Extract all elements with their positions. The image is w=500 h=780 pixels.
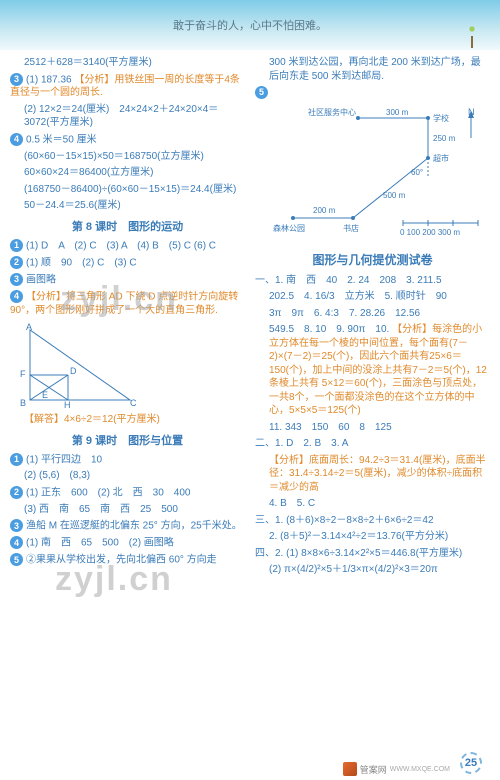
qnum-4: 4 bbox=[10, 133, 23, 146]
text-line: 三、1. (8＋6)×8÷2－8×8÷2＋6×6÷2＝42 bbox=[255, 514, 490, 528]
svg-text:C: C bbox=[130, 398, 137, 408]
text-line: 549.5 8. 10 9. 90π 10. 【分析】每涂色的小立方体在每一个棱… bbox=[255, 323, 490, 418]
qnum-3c: 3 bbox=[10, 519, 23, 532]
text-line: 5②果果从学校出发，先向北偏西 60° 方向走 bbox=[10, 553, 245, 567]
left-column: 2512＋628＝3140(平方厘米) 3(1) 187.36 【分析】用铁丝围… bbox=[10, 56, 245, 580]
text-line: (3) 西 南 65 南 西 25 500 bbox=[10, 503, 245, 517]
svg-text:200 m: 200 m bbox=[313, 206, 336, 215]
text-line: 11. 343 150 60 8 125 bbox=[255, 421, 490, 435]
svg-text:B: B bbox=[20, 398, 26, 408]
text-line: 2(1) 正东 600 (2) 北 西 30 400 bbox=[10, 486, 245, 500]
solve-line: 【解答】4×6÷2＝12(平方厘米) bbox=[10, 413, 245, 427]
svg-text:F: F bbox=[20, 369, 26, 379]
text-line: 202.5 4. 16/3 立方米 5. 顺时针 90 bbox=[255, 290, 490, 304]
text-line: 一、1. 南 西 40 2. 24 208 3. 211.5 bbox=[255, 274, 490, 288]
section-title-9: 第 9 课时 图形与位置 bbox=[10, 432, 245, 448]
qnum-5r: 5 bbox=[255, 86, 268, 99]
text-line: 5 bbox=[255, 86, 490, 100]
analysis: 【分析】将三角形 AD 下绕 D 点逆时针方向旋转 90°，两个图形刚好拼成了一… bbox=[10, 291, 238, 316]
page-number: 25 bbox=[460, 752, 482, 774]
svg-text:0 100 200 300 m: 0 100 200 300 m bbox=[400, 228, 460, 237]
triangle-diagram: A F B H E D C bbox=[20, 320, 245, 410]
svg-text:D: D bbox=[70, 366, 77, 376]
analysis: 【分析】每涂色的小立方体在每一个棱的中间位置，每个面有(7－2)×(7－2)＝2… bbox=[269, 324, 487, 416]
text-line: 300 米到达公园，再向北走 200 米到达广场，最后向东走 500 米到达邮局… bbox=[255, 56, 490, 83]
text-line: 4. B 5. C bbox=[255, 497, 490, 511]
svg-text:A: A bbox=[26, 322, 32, 332]
footer-brand: 管案网 WWW.MXQE.COM bbox=[343, 762, 450, 776]
page-body: 2512＋628＝3140(平方厘米) 3(1) 187.36 【分析】用铁丝围… bbox=[0, 50, 500, 584]
svg-text:300 m: 300 m bbox=[386, 108, 409, 117]
text-line: 1(1) 平行四边 10 bbox=[10, 453, 245, 467]
text-line: 四、2. (1) 8×8×6÷3.14×2²×5＝446.8(平方厘米) bbox=[255, 547, 490, 561]
svg-text:社区服务中心: 社区服务中心 bbox=[308, 107, 356, 117]
svg-text:H: H bbox=[64, 400, 71, 410]
qnum-5c: 5 bbox=[10, 553, 23, 566]
map-diagram: 社区服务中心 300 m 学校 N 250 m 超市 60° 500 m 200… bbox=[265, 103, 490, 243]
text-line: 40.5 米＝50 厘米 bbox=[10, 133, 245, 147]
text-line: (60×60－15×15)×50＝168750(立方厘米) bbox=[10, 150, 245, 164]
text-line: 1(1) D A (2) C (3) A (4) B (5) C (6) C bbox=[10, 239, 245, 253]
analysis-line: 【分析】底面周长：94.2÷3＝31.4(厘米)，底面半径：31.4÷3.14÷… bbox=[255, 454, 490, 495]
text-line: 50－24.4＝25.6(厘米) bbox=[10, 199, 245, 213]
section-title-test: 图形与几何提优测试卷 bbox=[255, 251, 490, 268]
qnum-2: 2 bbox=[10, 256, 23, 269]
svg-text:书店: 书店 bbox=[343, 223, 359, 233]
text-line: 4(1) 南 西 65 500 (2) 画图略 bbox=[10, 536, 245, 550]
text-line: 2. (8＋5)²－3.14×4²÷2＝13.76(平方分米) bbox=[255, 530, 490, 544]
text-line: 4【分析】将三角形 AD 下绕 D 点逆时针方向旋转 90°，两个图形刚好拼成了… bbox=[10, 290, 245, 317]
brand-logo-icon bbox=[343, 762, 357, 776]
text-line: 3渔船 M 在巡逻艇的北偏东 25° 方向，25千米处。 bbox=[10, 519, 245, 533]
text-line: 60×60×24＝86400(立方厘米) bbox=[10, 166, 245, 180]
qnum-1: 1 bbox=[10, 239, 23, 252]
qnum-3: 3 bbox=[10, 73, 23, 86]
section-title-8: 第 8 课时 图形的运动 bbox=[10, 218, 245, 234]
header-band: 敢于奋斗的人，心中不怕困难。 bbox=[0, 0, 500, 50]
text-line: (168750－86400)÷(60×60－15×15)＝24.4(厘米) bbox=[10, 183, 245, 197]
text-line: 3(1) 187.36 【分析】用铁丝围一周的长度等于4条直径与一个圆的周长. bbox=[10, 73, 245, 100]
text-line: (2) 12×2＝24(厘米) 24×24×2＋24×20×4＝3072(平方厘… bbox=[10, 103, 245, 130]
page-number-ring bbox=[460, 752, 482, 774]
right-column: 300 米到达公园，再向北走 200 米到达广场，最后向东走 500 米到达邮局… bbox=[255, 56, 490, 580]
text-line: 3π 9π 6. 4:3 7. 28.26 12.56 bbox=[255, 307, 490, 321]
qnum-1c: 1 bbox=[10, 453, 23, 466]
text-line: 2(1) 顺 90 (2) C (3) C bbox=[10, 256, 245, 270]
text-line: (2) π×(4/2)²×5＋1/3×π×(4/2)²×3＝20π bbox=[255, 563, 490, 577]
text-line: 3画图略 bbox=[10, 273, 245, 287]
qnum-3b: 3 bbox=[10, 273, 23, 286]
svg-text:森林公园: 森林公园 bbox=[273, 223, 305, 233]
header-motto: 敢于奋斗的人，心中不怕困难。 bbox=[173, 17, 327, 33]
svg-text:超市: 超市 bbox=[433, 153, 449, 163]
qnum-4b: 4 bbox=[10, 290, 23, 303]
brand-text-1: 管案网 bbox=[360, 763, 387, 776]
brand-text-2: WWW.MXQE.COM bbox=[390, 766, 450, 773]
svg-text:500 m: 500 m bbox=[383, 191, 406, 200]
text-line: 二、1. D 2. B 3. A bbox=[255, 437, 490, 451]
text-line: 2512＋628＝3140(平方厘米) bbox=[10, 56, 245, 70]
svg-text:E: E bbox=[42, 390, 48, 400]
qnum-2c: 2 bbox=[10, 486, 23, 499]
svg-text:学校: 学校 bbox=[433, 113, 449, 123]
qnum-4c: 4 bbox=[10, 536, 23, 549]
text-line: (2) (5,6) (8,3) bbox=[10, 469, 245, 483]
svg-text:60°: 60° bbox=[411, 168, 423, 177]
svg-text:250 m: 250 m bbox=[433, 134, 456, 143]
